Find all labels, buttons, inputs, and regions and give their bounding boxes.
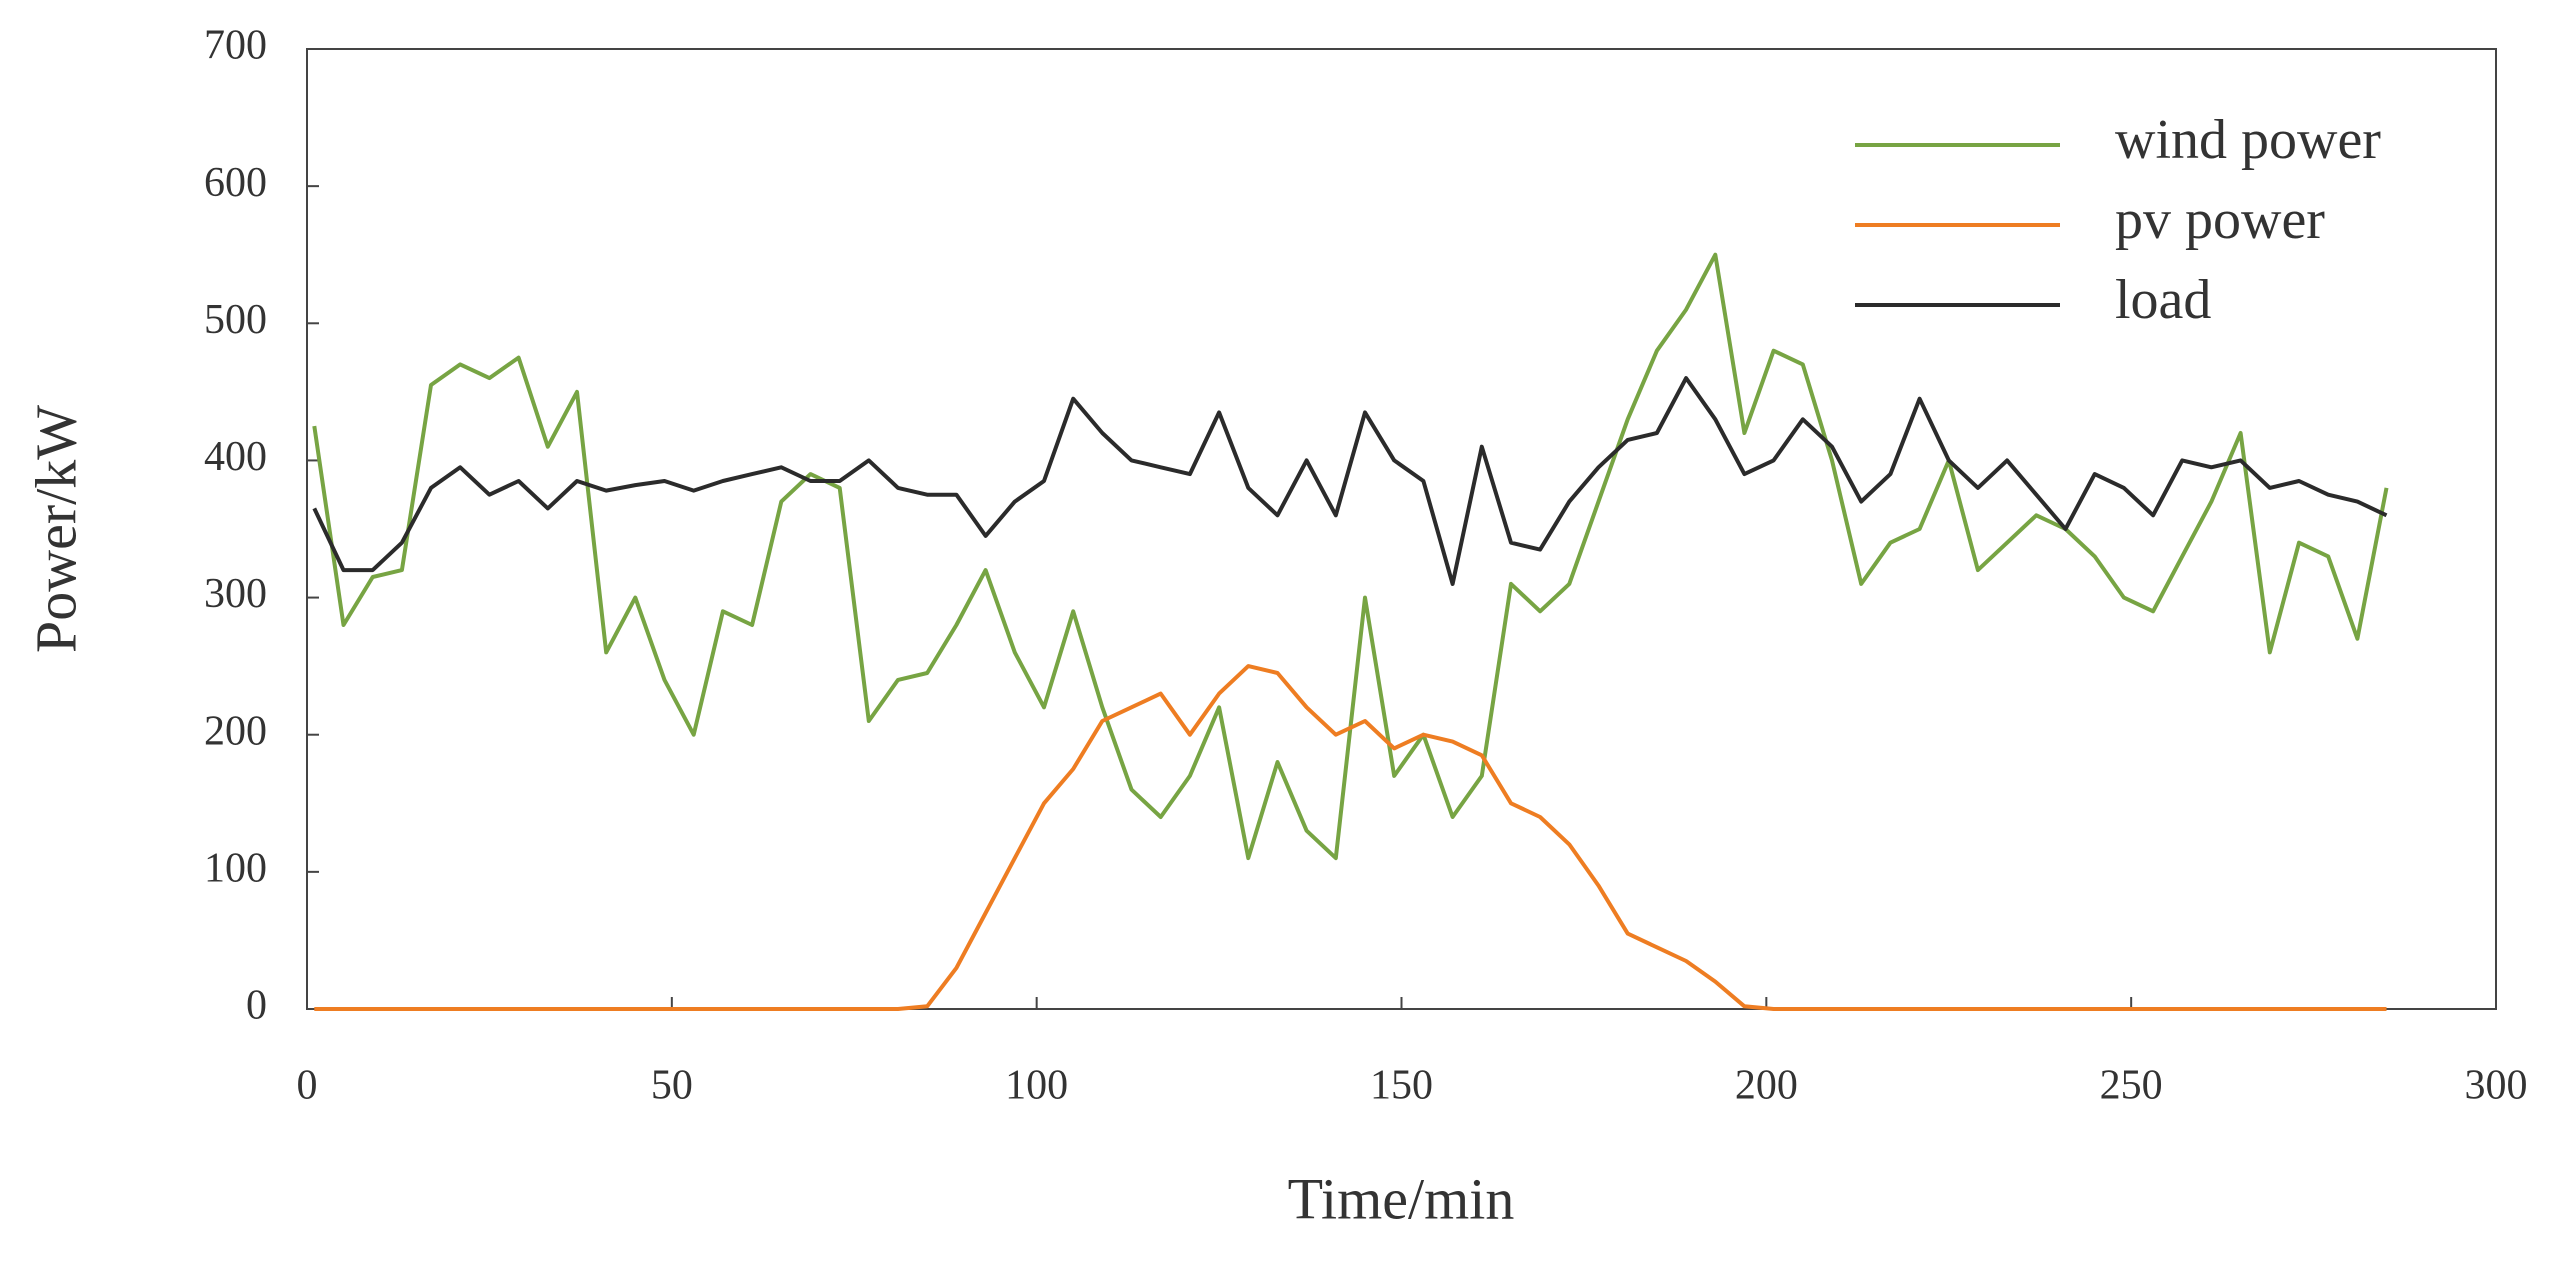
y-tick-label: 600 xyxy=(204,160,267,206)
legend-label: load xyxy=(2115,269,2211,331)
x-tick-label: 250 xyxy=(2100,1063,2163,1109)
series-line xyxy=(312,252,2389,861)
x-tick-label: 100 xyxy=(1005,1063,1068,1109)
y-tick-label: 700 xyxy=(204,23,267,69)
series-line xyxy=(314,664,2387,1011)
y-tick-label: 0 xyxy=(246,983,267,1029)
x-tick-label: 0 xyxy=(297,1063,318,1109)
x-axis-title: Time/min xyxy=(1288,1166,1515,1231)
x-tick-label: 50 xyxy=(651,1063,693,1109)
y-tick-label: 200 xyxy=(204,708,267,754)
y-tick-label: 400 xyxy=(204,434,267,480)
x-tick-label: 150 xyxy=(1370,1063,1433,1109)
series-line xyxy=(312,376,2388,586)
legend-label: pv power xyxy=(2115,189,2325,251)
legend-label: wind power xyxy=(2115,109,2381,171)
y-tick-label: 100 xyxy=(204,845,267,891)
y-axis-title: Power/kW xyxy=(23,405,88,653)
x-tick-label: 200 xyxy=(1735,1063,1798,1109)
x-tick-label: 300 xyxy=(2465,1063,2528,1109)
y-tick-label: 500 xyxy=(204,297,267,343)
y-tick-label: 300 xyxy=(204,571,267,617)
